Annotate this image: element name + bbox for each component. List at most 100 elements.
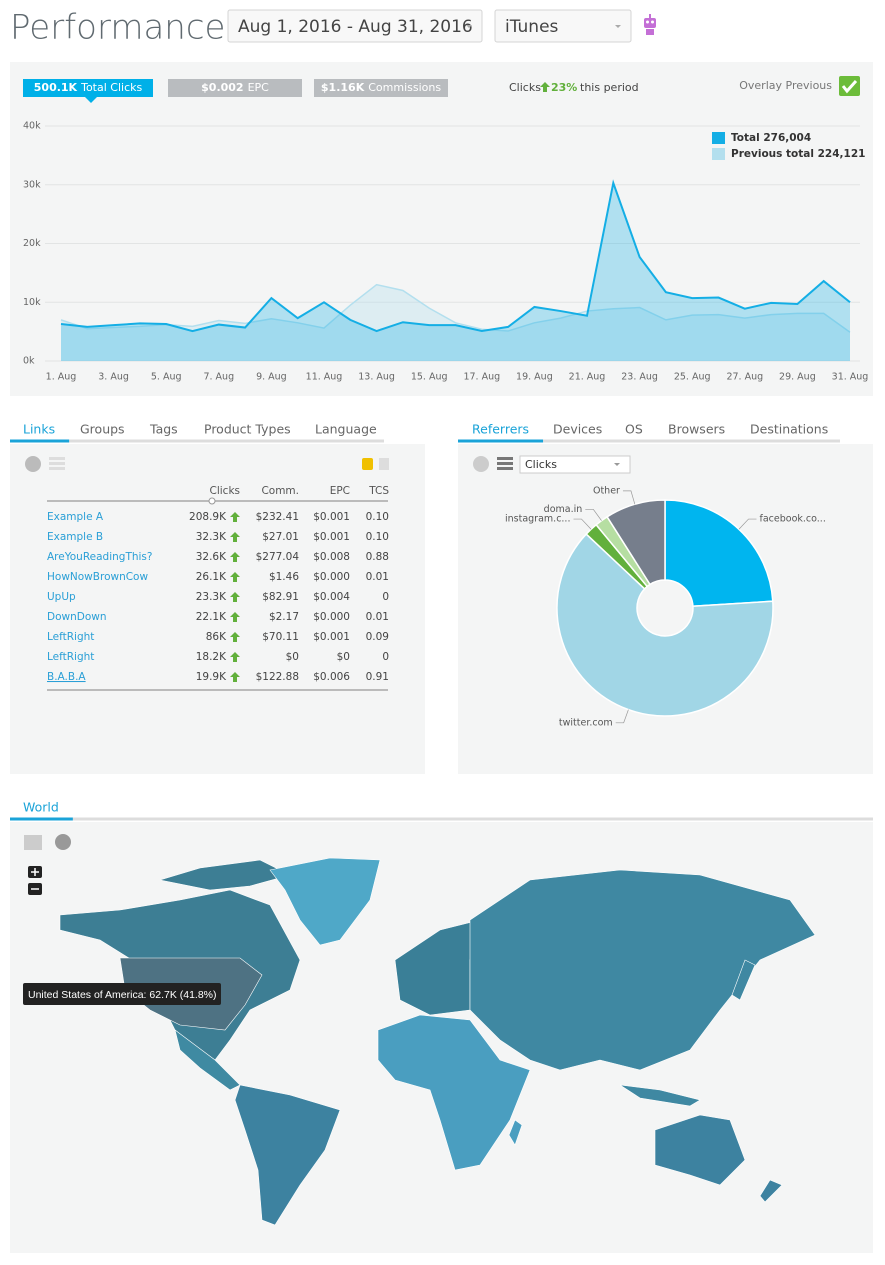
cell: $0 [337, 651, 350, 663]
cell: $232.41 [256, 511, 299, 523]
metric-tab[interactable] [314, 79, 448, 97]
x-tick-label: 13. Aug [358, 372, 395, 383]
metric-value[interactable]: 500.1K [34, 81, 78, 94]
x-tick-label: 15. Aug [411, 372, 448, 383]
country[interactable] [269, 857, 381, 946]
cell: $0.001 [313, 631, 350, 643]
cell: $0.008 [313, 551, 350, 563]
link-name[interactable]: Example A [47, 511, 104, 523]
cell: 0.88 [366, 551, 389, 563]
pie-slice[interactable] [606, 499, 666, 586]
country[interactable] [654, 1114, 746, 1186]
tab[interactable]: Language [315, 422, 377, 437]
cell: $0.001 [313, 531, 350, 543]
map-icon[interactable] [24, 835, 42, 850]
robot-icon[interactable] [644, 14, 656, 35]
country[interactable] [234, 1084, 341, 1226]
pie-view-icon[interactable] [25, 456, 41, 472]
x-tick-label: 21. Aug [569, 372, 606, 383]
date-picker[interactable] [227, 9, 483, 43]
metric-select[interactable] [519, 455, 631, 474]
metric-tab-text[interactable]: 500.1K Total Clicks [34, 81, 143, 94]
link-name[interactable]: UpUp [47, 591, 76, 603]
metric-value[interactable]: $0.002 [201, 81, 243, 94]
metric-label[interactable]: Commissions [368, 81, 441, 94]
cell: 32.3K [196, 531, 227, 543]
cell: 208.9K [189, 511, 227, 523]
tab[interactable]: Referrers [472, 422, 529, 437]
country[interactable] [377, 1014, 531, 1171]
tab[interactable]: Product Types [204, 422, 291, 437]
cell: $0.001 [313, 511, 350, 523]
pie-view-icon[interactable] [473, 456, 489, 472]
cell: $0.000 [313, 571, 350, 583]
change-percent: 23% [551, 81, 577, 94]
links-panel [10, 444, 425, 774]
tab[interactable]: World [23, 800, 59, 815]
metric-select-value[interactable]: Clicks [525, 458, 557, 471]
sort-handle[interactable] [208, 497, 216, 505]
pie-view-icon[interactable] [55, 834, 71, 850]
leader-line [738, 518, 757, 530]
metric-tab[interactable] [168, 79, 302, 97]
metric-tab-text[interactable]: $0.002 EPC [201, 81, 269, 94]
cell: 26.1K [196, 571, 227, 583]
metric-tab[interactable] [23, 79, 153, 97]
cell: $0.006 [313, 671, 350, 683]
link-name[interactable]: AreYouReadingThis? [47, 551, 152, 563]
up-arrow [230, 672, 240, 682]
table-view-icon[interactable] [497, 457, 513, 470]
y-tick-label: 0k [23, 356, 35, 367]
link-name[interactable]: LeftRight [47, 651, 94, 663]
country[interactable] [508, 1119, 523, 1146]
up-arrow [230, 592, 240, 602]
cell: $122.88 [256, 671, 299, 683]
cell: $27.01 [262, 531, 299, 543]
tab[interactable]: Devices [553, 422, 602, 437]
x-tick-label: 29. Aug [779, 372, 816, 383]
x-tick-label: 5. Aug [151, 372, 182, 383]
country[interactable] [759, 1179, 783, 1203]
metric-tab-text[interactable]: $1.16K Commissions [321, 81, 441, 94]
country[interactable] [731, 959, 756, 1001]
pie-label: facebook.co... [760, 514, 826, 525]
y-tick-label: 20k [23, 238, 41, 249]
date-range[interactable]: Aug 1, 2016 - Aug 31, 2016 [238, 17, 473, 37]
metric-value[interactable]: $1.16K [321, 81, 365, 94]
edit-icon[interactable] [379, 458, 389, 470]
up-arrow [230, 552, 240, 562]
metric-label[interactable]: EPC [248, 81, 270, 94]
y-tick-label: 30k [23, 179, 41, 190]
pie-slice[interactable] [664, 499, 774, 608]
pie-slice[interactable] [556, 533, 774, 717]
link-name[interactable]: B.A.B.A [47, 671, 86, 683]
cell: 32.6K [196, 551, 227, 563]
cell: 86K [206, 631, 227, 643]
link-name[interactable]: Example B [47, 531, 103, 543]
table-view-icon[interactable] [49, 457, 65, 470]
tab[interactable]: Browsers [668, 422, 725, 437]
link-name[interactable]: HowNowBrownCow [47, 571, 148, 583]
tab[interactable]: Tags [149, 422, 178, 437]
leader-line [573, 518, 592, 530]
metric-label[interactable]: Total Clicks [80, 81, 142, 94]
link-name[interactable]: LeftRight [47, 631, 94, 643]
country[interactable] [619, 1084, 701, 1107]
leader-line [615, 709, 629, 724]
tab[interactable]: OS [625, 422, 643, 437]
country[interactable] [469, 869, 816, 1071]
tab[interactable]: Destinations [750, 422, 828, 437]
country[interactable] [174, 1029, 241, 1091]
x-tick-label: 23. Aug [621, 372, 658, 383]
link-name[interactable]: DownDown [47, 611, 107, 623]
tooltip-text: United States of America: 62.7K (41.8%) [28, 989, 217, 1001]
up-arrow [230, 652, 240, 662]
tab[interactable]: Links [23, 422, 55, 437]
tab[interactable]: Groups [80, 422, 125, 437]
cell: 19.9K [196, 671, 227, 683]
store-select[interactable] [494, 9, 632, 43]
warning-icon[interactable] [362, 458, 373, 470]
up-arrow [230, 512, 240, 522]
store-name[interactable]: iTunes [505, 17, 559, 37]
